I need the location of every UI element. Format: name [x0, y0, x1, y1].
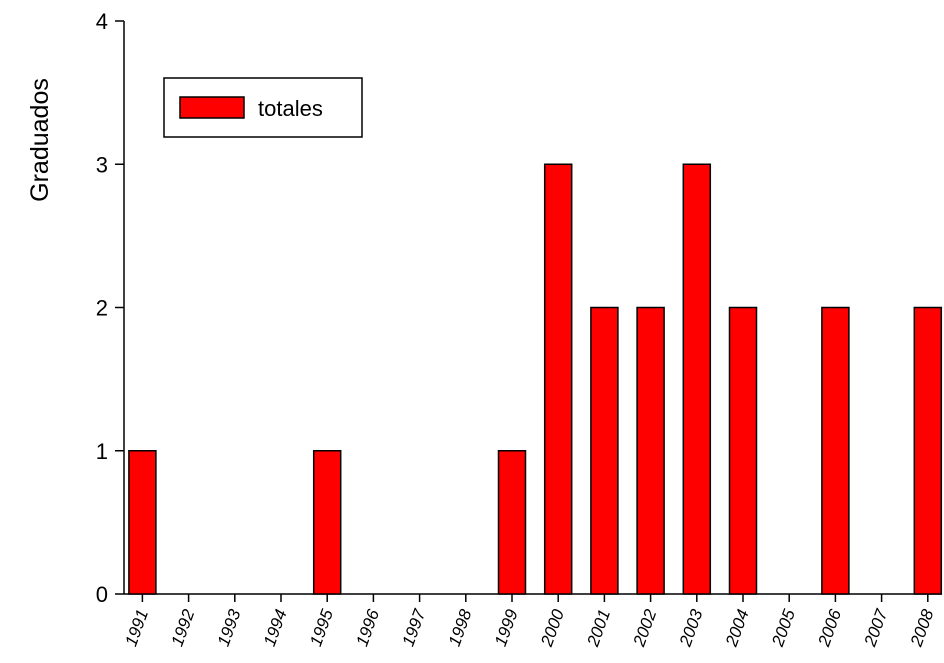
y-tick-label-3: 3 — [96, 152, 108, 177]
bar-2001 — [590, 306, 619, 595]
bar-2002 — [636, 306, 665, 595]
legend: totales — [163, 77, 363, 138]
x-tick-label-1995: 1995 — [306, 606, 337, 649]
bar-1999 — [497, 450, 527, 595]
x-tick-label-1994: 1994 — [260, 607, 291, 649]
legend-label-totales: totales — [258, 96, 323, 121]
x-tick-label-1993: 1993 — [214, 606, 245, 649]
y-tick-label-2: 2 — [96, 296, 108, 321]
bar-1995 — [312, 450, 342, 595]
x-tick-label-2000: 2000 — [537, 606, 568, 649]
y-axis-label: Graduados — [26, 78, 54, 202]
y-tick-label-1: 1 — [96, 439, 108, 464]
bar-1991 — [128, 450, 157, 595]
x-tick-label-2005: 2005 — [768, 606, 799, 649]
y-tick-label-0: 0 — [96, 582, 108, 607]
legend-swatch — [179, 96, 245, 119]
bar-2003 — [682, 163, 712, 595]
x-tick-label-2002: 2002 — [629, 606, 660, 649]
x-tick-label-1998: 1998 — [445, 606, 476, 649]
x-tick-label-1997: 1997 — [399, 606, 430, 649]
bar-2000 — [543, 163, 573, 595]
x-tick-label-2007: 2007 — [860, 606, 891, 649]
x-tick-label-2003: 2003 — [675, 606, 706, 649]
bar-2004 — [728, 306, 758, 595]
bar-2008 — [913, 306, 943, 595]
y-tick-label-4: 4 — [96, 9, 108, 34]
x-tick-label-1996: 1996 — [352, 606, 383, 649]
bar-2006 — [821, 306, 850, 595]
x-tick-label-2004: 2004 — [722, 607, 753, 650]
x-tick-label-1991: 1991 — [121, 607, 152, 649]
x-tick-label-2006: 2006 — [814, 606, 845, 649]
x-tick-label-1992: 1992 — [168, 606, 199, 649]
x-tick-label-1999: 1999 — [491, 606, 522, 649]
x-tick-label-2008: 2008 — [906, 606, 937, 649]
x-tick-label-2001: 2001 — [583, 607, 614, 650]
